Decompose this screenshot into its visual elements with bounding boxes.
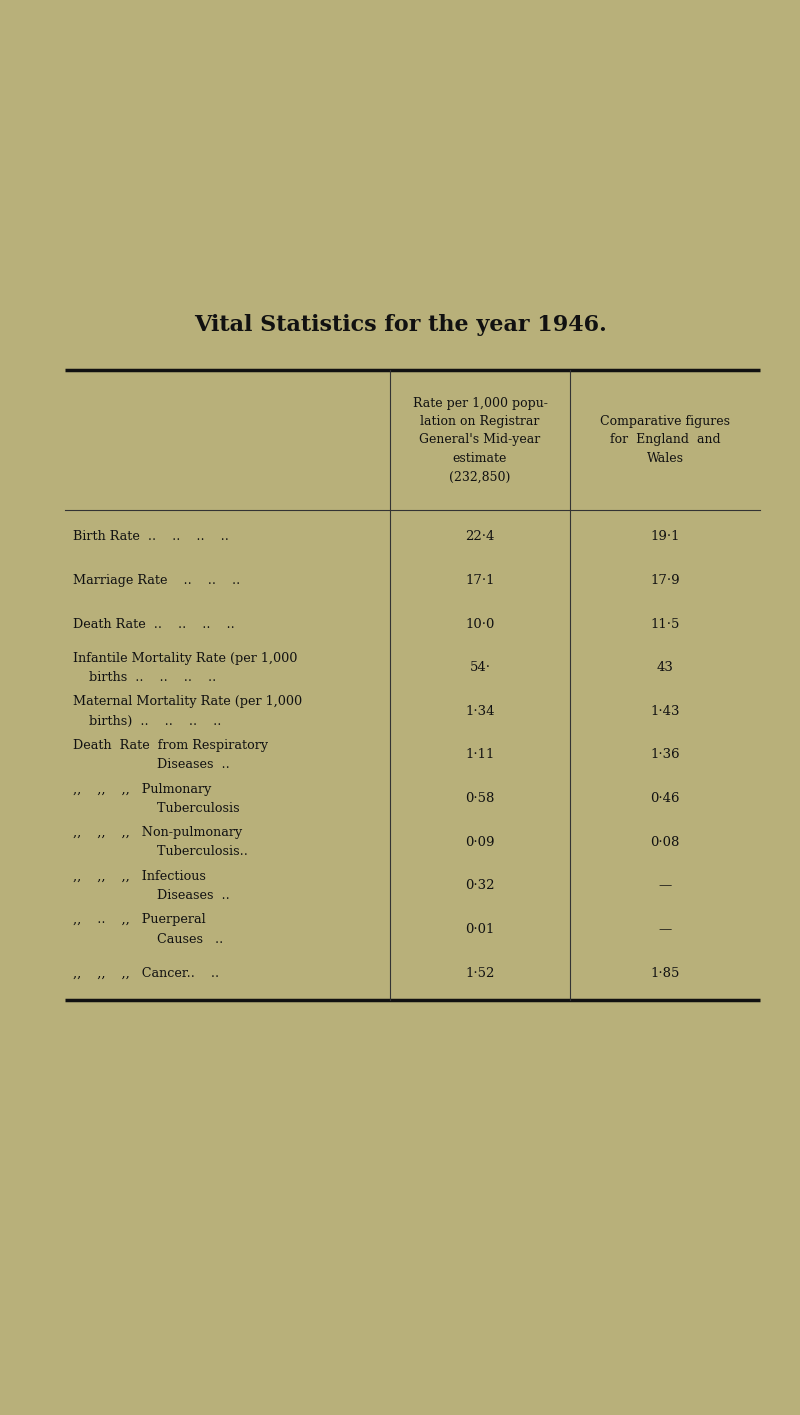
Text: 19·1: 19·1 <box>650 531 680 543</box>
Text: Comparative figures
for  England  and
Wales: Comparative figures for England and Wale… <box>600 415 730 466</box>
Text: 1·11: 1·11 <box>466 749 494 761</box>
Text: 17·9: 17·9 <box>650 574 680 587</box>
Text: Birth Rate  ..    ..    ..    ..: Birth Rate .. .. .. .. <box>73 531 229 543</box>
Text: 1·43: 1·43 <box>650 705 680 717</box>
Text: 22·4: 22·4 <box>466 531 494 543</box>
Text: 1·34: 1·34 <box>466 705 494 717</box>
Text: Marriage Rate    ..    ..    ..: Marriage Rate .. .. .. <box>73 574 240 587</box>
Text: 0·01: 0·01 <box>466 923 494 937</box>
Text: —: — <box>658 879 672 893</box>
Text: 0·32: 0·32 <box>466 879 494 893</box>
Text: Vital Statistics for the year 1946.: Vital Statistics for the year 1946. <box>194 314 606 335</box>
Text: 0·58: 0·58 <box>466 792 494 805</box>
Text: Tuberculosis..: Tuberculosis.. <box>73 845 248 859</box>
Text: Causes   ..: Causes .. <box>73 932 223 945</box>
Text: —: — <box>658 923 672 937</box>
Text: 1·52: 1·52 <box>466 966 494 979</box>
Text: Diseases  ..: Diseases .. <box>73 758 230 771</box>
Text: Tuberculosis: Tuberculosis <box>73 802 240 815</box>
Text: Death  Rate  from Respiratory: Death Rate from Respiratory <box>73 739 268 751</box>
Text: Maternal Mortality Rate (per 1,000: Maternal Mortality Rate (per 1,000 <box>73 695 302 709</box>
Text: 1·85: 1·85 <box>650 966 680 979</box>
Text: 0·09: 0·09 <box>466 836 494 849</box>
Text: ,,    ,,    ,,   Non-pulmonary: ,, ,, ,, Non-pulmonary <box>73 826 242 839</box>
Text: Death Rate  ..    ..    ..    ..: Death Rate .. .. .. .. <box>73 617 234 631</box>
Text: 10·0: 10·0 <box>466 617 494 631</box>
Text: Diseases  ..: Diseases .. <box>73 889 230 901</box>
Text: Infantile Mortality Rate (per 1,000: Infantile Mortality Rate (per 1,000 <box>73 652 298 665</box>
Text: 0·46: 0·46 <box>650 792 680 805</box>
Text: 0·08: 0·08 <box>650 836 680 849</box>
Text: 1·36: 1·36 <box>650 749 680 761</box>
Text: ,,    ..    ,,   Puerperal: ,, .. ,, Puerperal <box>73 914 206 927</box>
Text: 54·: 54· <box>470 661 490 674</box>
Text: ,,    ,,    ,,   Pulmonary: ,, ,, ,, Pulmonary <box>73 782 211 795</box>
Text: 11·5: 11·5 <box>650 617 680 631</box>
Text: ,,    ,,    ,,   Cancer..    ..: ,, ,, ,, Cancer.. .. <box>73 966 219 979</box>
Text: ,,    ,,    ,,   Infectious: ,, ,, ,, Infectious <box>73 870 206 883</box>
Text: births  ..    ..    ..    ..: births .. .. .. .. <box>73 671 216 683</box>
Text: Rate per 1,000 popu-
lation on Registrar
General's Mid-year
estimate
(232,850): Rate per 1,000 popu- lation on Registrar… <box>413 396 547 484</box>
Text: births)  ..    ..    ..    ..: births) .. .. .. .. <box>73 715 222 727</box>
Text: 43: 43 <box>657 661 674 674</box>
Text: 17·1: 17·1 <box>466 574 494 587</box>
